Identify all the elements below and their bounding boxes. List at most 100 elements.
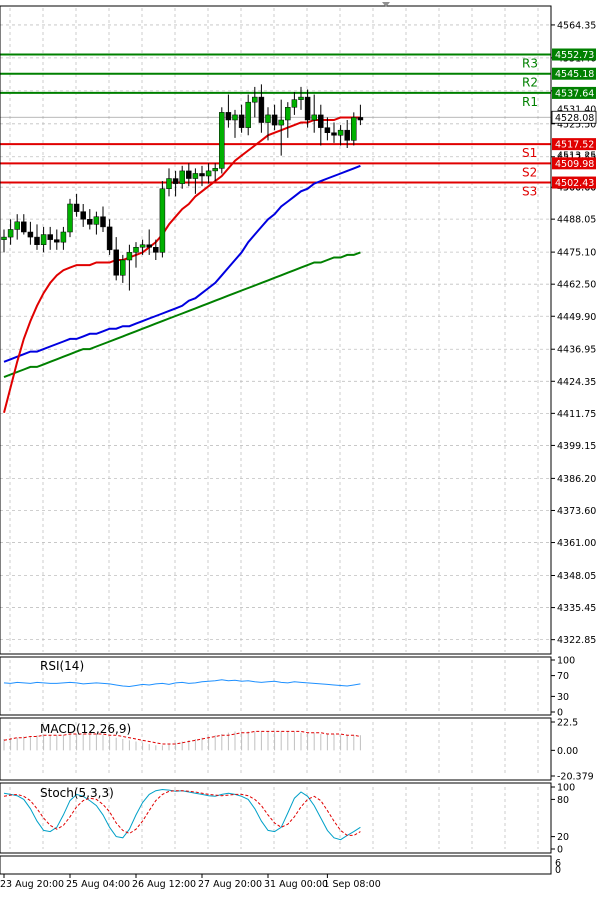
candlesticks: [1, 84, 364, 291]
candle-body: [172, 178, 179, 184]
candle-body: [258, 96, 265, 123]
time-axis-label: 31 Aug 00:00: [264, 879, 328, 890]
stoch-axis-label: 100: [557, 783, 575, 794]
candle-body: [205, 170, 212, 177]
candle-body: [47, 234, 53, 240]
rsi-axis-label: 70: [557, 671, 569, 682]
time-axis-label: 1 Sep 08:00: [323, 879, 380, 890]
pivot-level-tag-r1: [552, 86, 596, 99]
candle-body: [80, 211, 86, 220]
candle-body: [192, 173, 199, 179]
macd-title: MACD(12,26,9): [40, 722, 131, 736]
candle-body: [133, 247, 139, 253]
pivot-level-tag-label-r2: 4545.18: [555, 69, 594, 80]
pivot-level-name-s1: S1: [522, 146, 537, 160]
price-axis-label: 4525.50: [557, 119, 596, 130]
candle-body: [153, 247, 159, 253]
candle-body: [73, 203, 80, 212]
candle-body: [106, 226, 113, 251]
candle-body: [271, 114, 278, 126]
ma-mid-line: [3, 164, 361, 363]
pivot-level-name-s2: S2: [522, 165, 537, 179]
rsi-axis-label: 0: [557, 708, 563, 719]
price-axis-label: 4411.75: [557, 409, 596, 420]
candle-body: [357, 117, 364, 121]
time-axis-label: 25 Aug 04:00: [66, 879, 130, 890]
candle-body: [232, 114, 238, 121]
candle-body: [199, 173, 205, 177]
stoch-axis-label: 20: [557, 832, 569, 843]
candle-body: [139, 244, 146, 248]
candle-body: [60, 231, 67, 243]
price-axis-label: 4335.45: [557, 603, 596, 614]
pivot-level-tag-s3: [552, 176, 596, 189]
price-axis-label: 4361.00: [557, 538, 596, 549]
price-axis-label: 4475.10: [557, 248, 596, 259]
price-axis-label: 4564.35: [557, 20, 596, 31]
candle-body: [120, 259, 126, 276]
macd-axis-label: 22.5: [557, 718, 578, 729]
rsi-panel: RSI(14) 100 70 30 0: [0, 656, 575, 719]
price-panel-frame: [0, 5, 552, 655]
candle-body: [14, 221, 20, 230]
candle-body: [351, 117, 357, 141]
candle-body: [298, 96, 304, 100]
candle-body: [113, 249, 119, 276]
rsi-title: RSI(14): [40, 659, 84, 673]
price-axis-label: 4488.05: [557, 215, 596, 226]
candle-body: [54, 239, 60, 243]
candle-body: [311, 114, 317, 121]
current-price-label: 4528.08: [555, 113, 594, 124]
candle-body: [245, 101, 251, 128]
rsi-axis-label: 100: [557, 656, 575, 667]
candle-body: [318, 114, 324, 128]
pivot-level-tag-label-s3: 4502.43: [555, 178, 594, 189]
candle-body: [265, 114, 271, 123]
pivot-level-name-r1: R1: [522, 95, 538, 109]
candle-body: [212, 168, 218, 172]
candle-body: [34, 236, 40, 245]
candle-body: [186, 170, 192, 179]
candle-body: [100, 216, 106, 228]
pivot-level-tag-label-r1: 4537.64: [555, 88, 594, 99]
price-axis-label: 4449.90: [557, 312, 596, 323]
price-axis-label: 4348.05: [557, 571, 596, 582]
candle-body: [40, 234, 47, 245]
price-axis-label: 4462.50: [557, 280, 596, 291]
pivot-level-tag-label-s1: 4517.52: [555, 140, 594, 151]
candle-body: [126, 252, 133, 261]
bottom-panel-tick-6: 6: [555, 858, 561, 869]
price-axis-label: 4322.85: [557, 635, 596, 646]
candle-body: [67, 203, 73, 233]
pivot-level-name-s3: S3: [522, 185, 537, 199]
candle-body: [278, 119, 284, 126]
candle-body: [291, 99, 298, 108]
candle-body: [27, 231, 34, 238]
pivot-level-tags: 4552.73 4545.18 4537.64 4517.52 4509.98 4502.…: [551, 48, 597, 189]
pivot-level-tag-r3: [552, 48, 596, 61]
candle-body: [324, 127, 331, 133]
stoch-panel-frame: [0, 782, 552, 854]
time-axis-label: 23 Aug 20:00: [0, 879, 64, 890]
candle-body: [337, 129, 344, 136]
scroll-marker-icon[interactable]: [382, 2, 390, 7]
rsi-line: [3, 679, 361, 688]
pivot-level-tag-r2: [552, 67, 596, 80]
candle-body: [166, 178, 172, 189]
ma-fast-line: [3, 116, 361, 413]
candle-body: [21, 221, 27, 233]
macd-panel: MACD(12,26,9) 22.5 0.00 -20.379: [0, 717, 594, 783]
stoch-axis-label: 0: [557, 845, 563, 856]
stoch-axis-label: 80: [557, 795, 569, 806]
pivot-level-name-r3: R3: [522, 57, 538, 71]
candle-body: [344, 129, 350, 141]
ma-slow-line: [3, 251, 361, 379]
rsi-axis: 100 70 30 0: [551, 656, 575, 719]
price-axis-label-partial: 4513.25: [557, 151, 596, 162]
candle-body: [238, 114, 245, 128]
price-grid: [0, 8, 551, 652]
time-axis-label: 26 Aug 12:00: [132, 879, 196, 890]
